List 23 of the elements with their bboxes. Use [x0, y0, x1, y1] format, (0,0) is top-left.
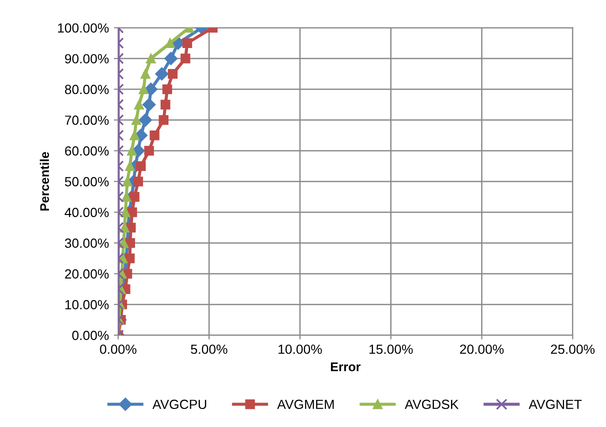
y-tick-label: 20.00% [65, 269, 109, 279]
x-tick-label: 0.00% [100, 344, 136, 354]
y-tick-label: 40.00% [64, 208, 109, 218]
legend-label: AVGDSK [404, 400, 459, 410]
legend-label: AVGCPU [152, 400, 206, 410]
y-tick-label: 30.00% [64, 238, 109, 248]
x-axis-title: Error [330, 362, 361, 372]
y-tick-label: 50.00% [64, 177, 109, 186]
y-tick-label: 90.00% [65, 54, 109, 64]
y-tick-label: 70.00% [65, 116, 109, 125]
x-tick-label: 10.00% [278, 344, 322, 354]
x-tick-label: 15.00% [370, 344, 413, 354]
x-tick-label: 25.00% [550, 344, 595, 354]
x-tick-label: 5.00% [190, 344, 228, 354]
y-tick-label: 60.00% [65, 146, 109, 156]
y-tick-label: 0.00% [72, 330, 109, 340]
y-tick-label: 100.00% [58, 23, 109, 33]
y-axis-title: Percentile [40, 152, 50, 211]
y-tick-label: 80.00% [64, 84, 109, 94]
x-tick-label: 20.00% [460, 344, 504, 354]
legend-label: AVGNET [528, 400, 582, 410]
legend-label: AVGMEM [277, 400, 334, 410]
y-tick-label: 10.00% [65, 300, 109, 310]
